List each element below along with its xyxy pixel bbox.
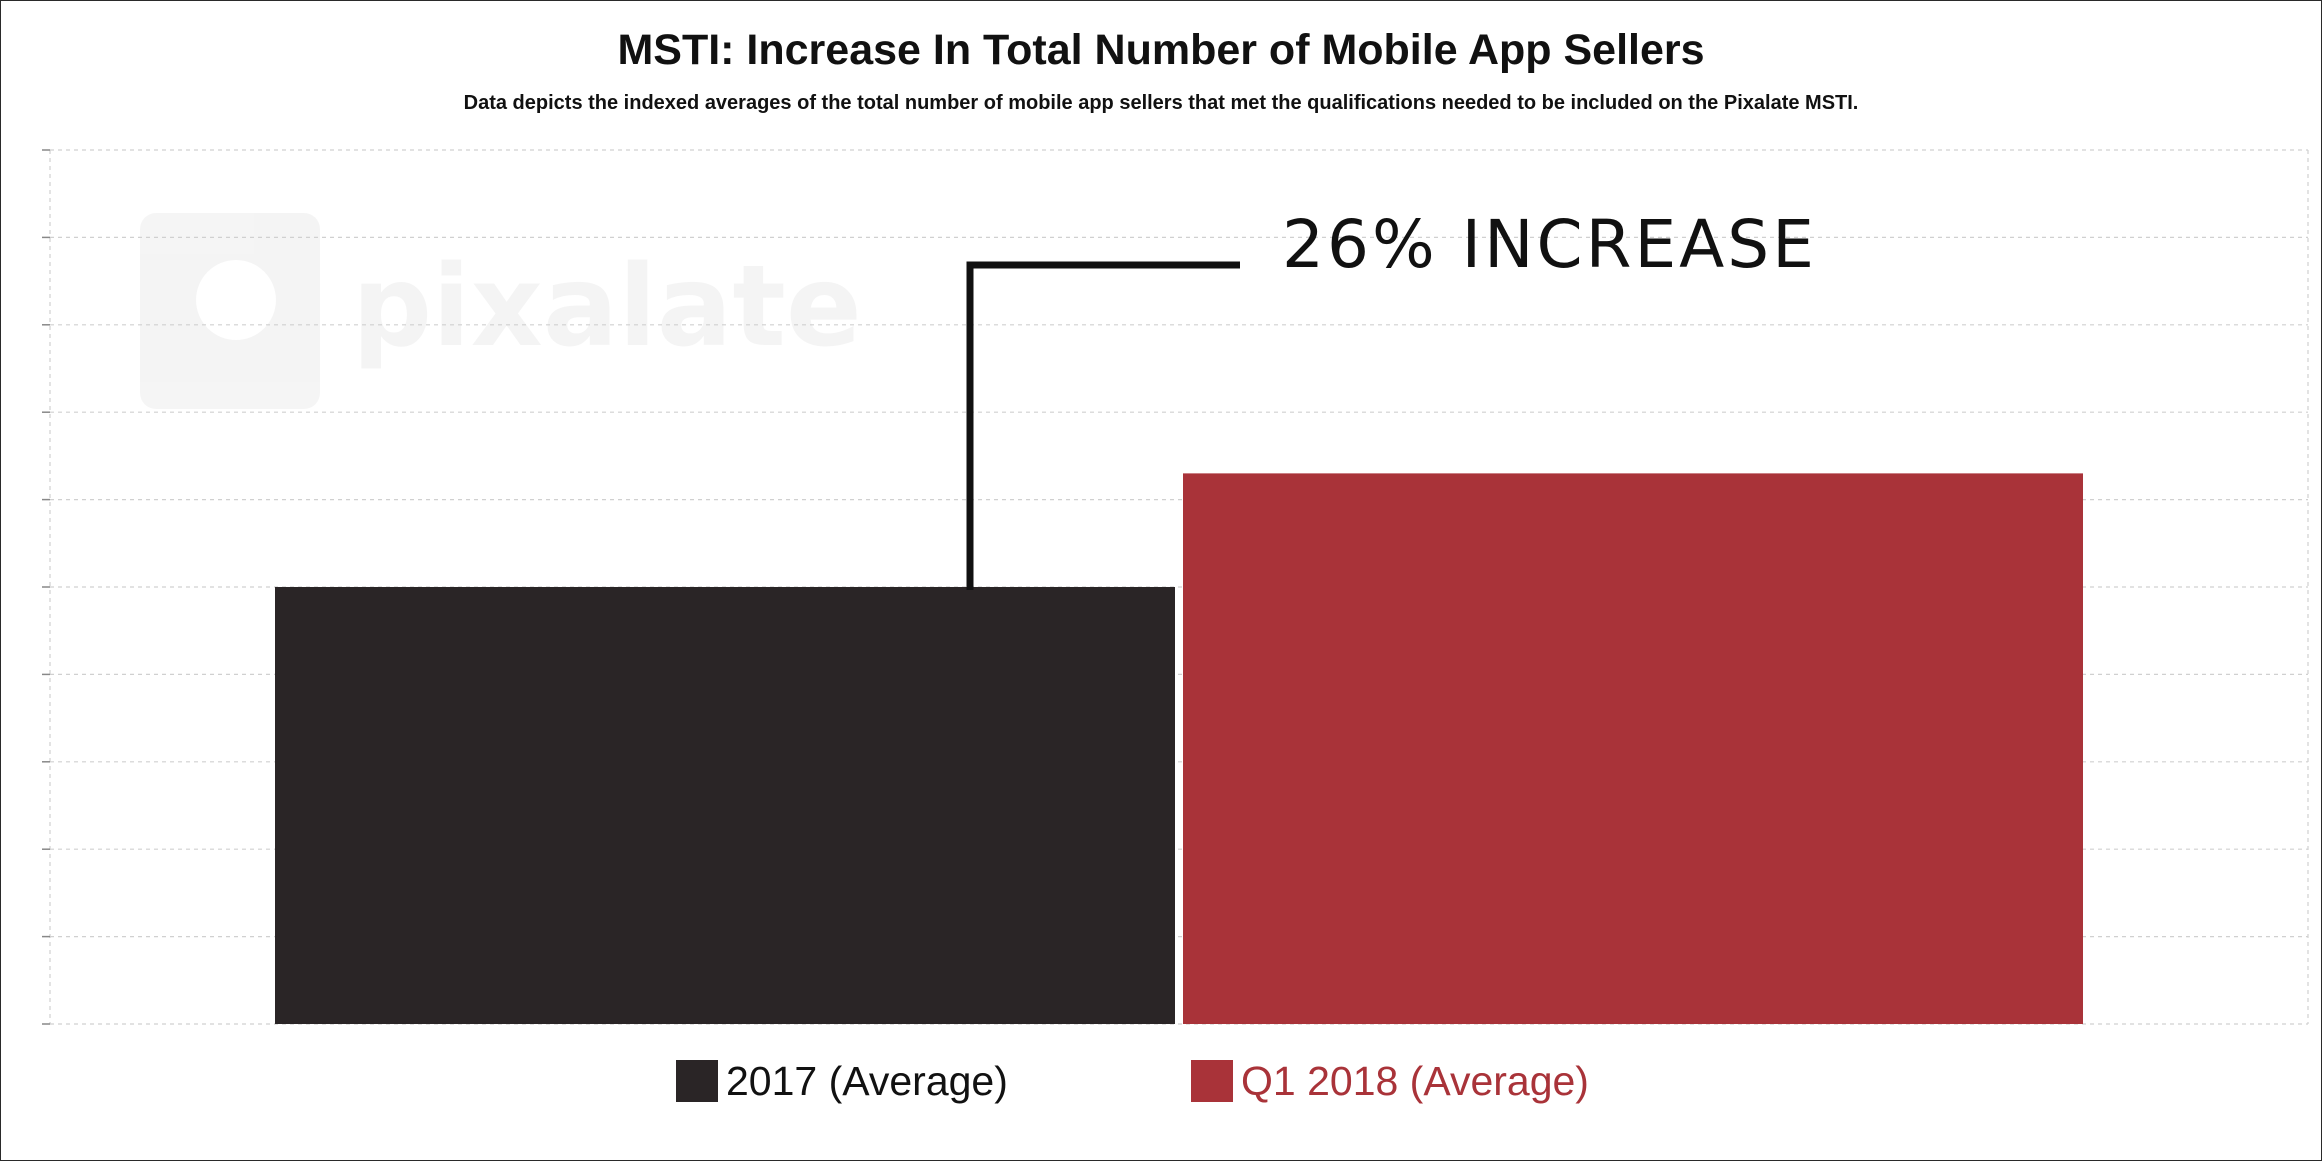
bar-2017 (275, 587, 1175, 1024)
pixalate-watermark-logo: pixalate (140, 213, 862, 409)
legend-label-2017: 2017 (Average) (726, 1057, 1008, 1104)
legend-item-2017: 2017 (Average) (676, 1058, 1008, 1104)
legend-swatch-2017 (676, 1060, 718, 1102)
svg-text:pixalate: pixalate (352, 242, 862, 372)
legend-swatch-q1-2018 (1191, 1060, 1233, 1102)
y-axis (42, 149, 50, 1025)
chart-subtitle: Data depicts the indexed averages of the… (463, 92, 1859, 114)
bar-series (275, 473, 2083, 1024)
legend-item-q1-2018: Q1 2018 (Average) (1191, 1058, 1589, 1104)
legend-label-q1-2018: Q1 2018 (Average) (1241, 1057, 1589, 1104)
increase-annotation: 26% INCREASE (1282, 206, 1817, 283)
annotation-leader-line (966, 261, 1240, 590)
chart-title: MSTI: Increase In Total Number of Mobile… (617, 26, 1705, 74)
bar-q1-2018 (1183, 473, 2083, 1024)
